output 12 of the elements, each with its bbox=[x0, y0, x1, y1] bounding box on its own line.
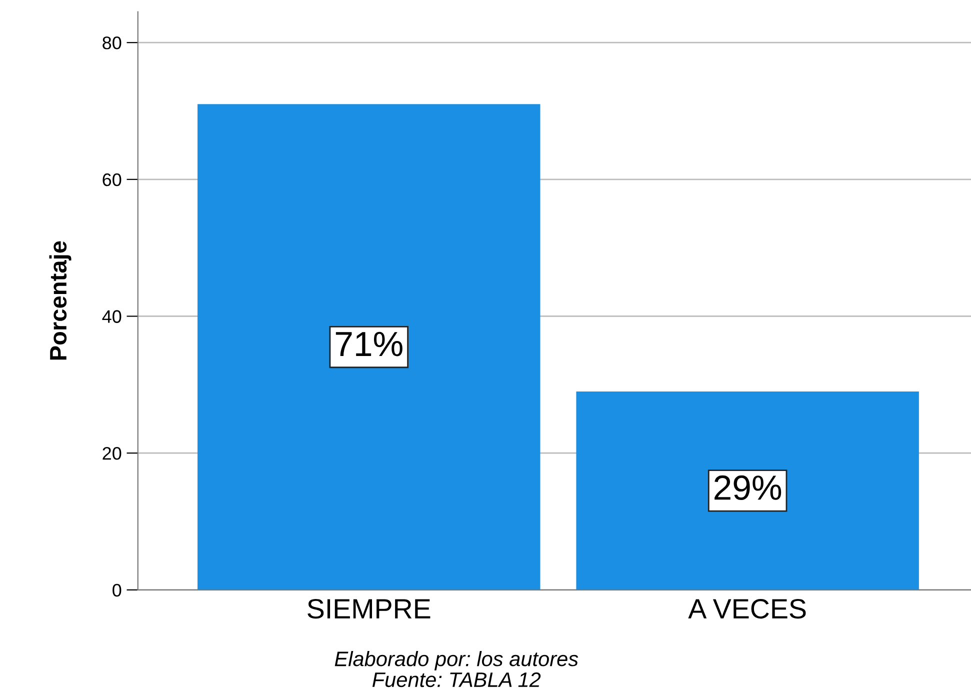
text: Elaborado por: los autores bbox=[334, 650, 578, 670]
x-tick-label: SIEMPRE bbox=[308, 598, 430, 619]
y-tick-label: 40 bbox=[102, 310, 122, 323]
y-tick-label: 20 bbox=[102, 447, 122, 460]
data-label: 29% bbox=[714, 475, 782, 500]
y-tick-label: 60 bbox=[102, 173, 122, 186]
data-label: 71% bbox=[336, 332, 402, 356]
y-tick-label: 80 bbox=[102, 36, 122, 50]
y-tick-label: 0 bbox=[112, 584, 122, 597]
source-note: Fuente: TABLA 12 bbox=[372, 672, 541, 688]
x-tick-label: A VECES bbox=[688, 598, 806, 619]
y-axis-title: Porcentaje bbox=[49, 241, 72, 360]
